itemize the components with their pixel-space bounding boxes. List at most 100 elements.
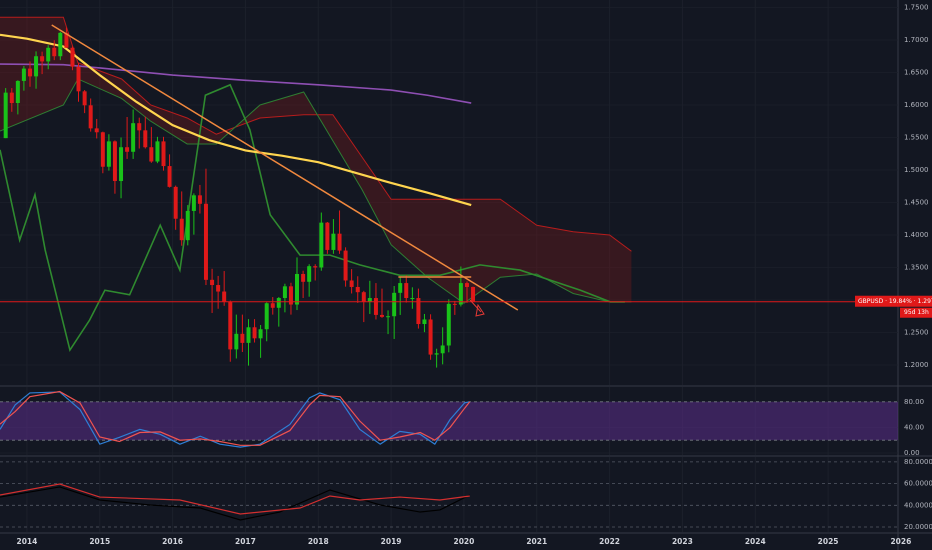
candle-body (40, 56, 45, 62)
y-tick-label: 1.6500 (904, 68, 929, 76)
candle-body (28, 68, 33, 77)
x-tick-label: 2023 (672, 537, 693, 546)
candle-body (210, 279, 215, 286)
candle-body (9, 92, 14, 104)
candle-body (58, 32, 63, 57)
candle-body (100, 132, 105, 167)
candle-body (64, 32, 69, 48)
candle-body (191, 195, 196, 211)
candle-body (355, 286, 360, 293)
y-tick-label: 60.0000 (904, 480, 932, 488)
candle-body (34, 56, 39, 77)
x-tick-label: 2026 (890, 537, 911, 546)
candle-body (228, 301, 233, 350)
countdown-box (900, 307, 932, 318)
candle-body (21, 68, 26, 81)
candle-body (258, 329, 263, 339)
candle-body (343, 250, 348, 281)
candle-body (276, 298, 281, 308)
candle-body (252, 327, 257, 339)
candle-body (15, 80, 20, 104)
countdown-label: 95d 13h (904, 309, 929, 316)
candle-body (428, 319, 433, 355)
x-tick-label: 2025 (818, 537, 839, 546)
candle-body (149, 147, 154, 162)
y-tick-label: 40.0000 (904, 501, 932, 509)
x-tick-label: 2019 (381, 537, 402, 546)
y-tick-label: 1.2500 (904, 328, 929, 336)
candle-body (331, 233, 336, 250)
price-label: GBPUSD · 19.84% · 1.2973 (858, 298, 932, 305)
candle-body (458, 283, 463, 305)
y-tick-label: 1.5000 (904, 166, 929, 174)
x-tick-label: 2015 (89, 537, 110, 546)
candle-body (125, 147, 130, 152)
candle-body (52, 47, 57, 57)
candle-body (404, 283, 409, 299)
oscillator-pane (0, 457, 898, 532)
indicator-line (0, 63, 472, 104)
candle-body (434, 353, 439, 355)
candle-body (70, 47, 75, 67)
series-line (0, 486, 471, 521)
price-axes: 1.7500 1.7000 1.6500 1.6000 1.5500 1.5000 1.45… (855, 3, 932, 531)
x-tick-label: 2018 (308, 537, 329, 546)
x-tick-label: 2021 (526, 537, 547, 546)
candle-body (452, 303, 457, 305)
y-tick-label: 80.0000 (904, 458, 932, 466)
indicator-line (0, 33, 472, 207)
x-tick-label: 2020 (453, 537, 474, 546)
candle-body (464, 283, 469, 287)
y-tick-label: 1.4500 (904, 198, 929, 206)
candle-body (288, 286, 293, 305)
candle-body (234, 333, 239, 350)
candle-body (337, 233, 342, 251)
y-tick-label: 40.00 (904, 423, 924, 431)
candle-body (76, 66, 81, 92)
candle-body (179, 218, 184, 241)
price-pane (0, 16, 898, 368)
candle-body (282, 286, 287, 299)
candle-body (88, 105, 93, 129)
candle-body (155, 141, 160, 162)
candle-body (379, 314, 384, 317)
candle-body (112, 141, 117, 182)
candle-body (197, 195, 202, 204)
x-tick-label: 2017 (235, 537, 256, 546)
y-tick-label: 1.2000 (904, 361, 929, 369)
indicator-line (0, 83, 625, 352)
candle-body (216, 285, 221, 292)
candle-body (240, 333, 245, 343)
candle-body (386, 316, 391, 318)
candle-body (46, 47, 51, 62)
candle-body (410, 298, 415, 300)
candle-body (440, 345, 445, 354)
x-tick-label: 2016 (162, 537, 183, 546)
x-tick-label: 2024 (745, 537, 766, 546)
price-label-box (855, 295, 932, 307)
y-tick-label: 20.0000 (904, 523, 932, 531)
candle-body (471, 286, 476, 302)
candle-body (301, 273, 306, 282)
candle-body (325, 222, 330, 250)
y-tick-label: 0.00 (904, 449, 920, 457)
candle-body (185, 210, 190, 241)
candle-body (222, 291, 227, 302)
candle-body (361, 292, 366, 302)
candle-body (143, 130, 148, 148)
y-tick-label: 1.7000 (904, 36, 929, 44)
candle-body (416, 298, 421, 325)
time-axis: 2014 2015 2016 2017 2018 2019 2020 2021 2022 2023… (17, 537, 912, 546)
cloud-upper (0, 16, 632, 252)
candle-body (349, 280, 354, 287)
y-tick-label: 1.4000 (904, 231, 929, 239)
candle-body (295, 273, 300, 305)
stoch-pane (0, 387, 898, 455)
y-tick-label: 1.7500 (904, 3, 929, 11)
candle-body (161, 141, 166, 167)
y-tick-label: 1.3500 (904, 263, 929, 271)
candle-body (137, 123, 142, 131)
trendline (51, 24, 519, 311)
